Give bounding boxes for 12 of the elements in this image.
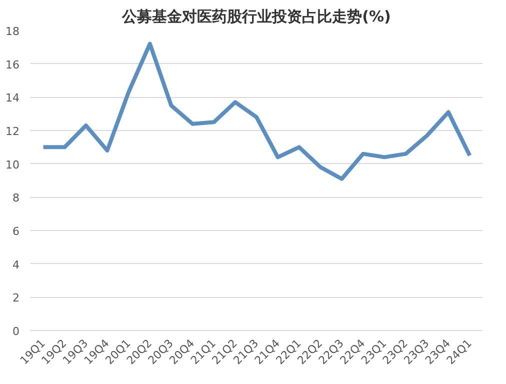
y-tick-label: 10 [6,158,20,172]
y-tick-label: 4 [12,258,20,272]
y-tick-label: 0 [12,325,20,338]
y-tick-label: 18 [6,25,20,38]
y-tick-label: 12 [6,125,20,138]
y-tick-label: 6 [12,225,20,238]
y-tick-label: 8 [12,192,20,205]
line-series [41,42,472,181]
y-tick-label: 2 [12,292,20,305]
chart-title: 公募基金对医药股行业投资占比走势(%) [121,8,391,26]
y-tick-label: 16 [6,58,20,72]
y-tick-label: 14 [6,92,20,105]
